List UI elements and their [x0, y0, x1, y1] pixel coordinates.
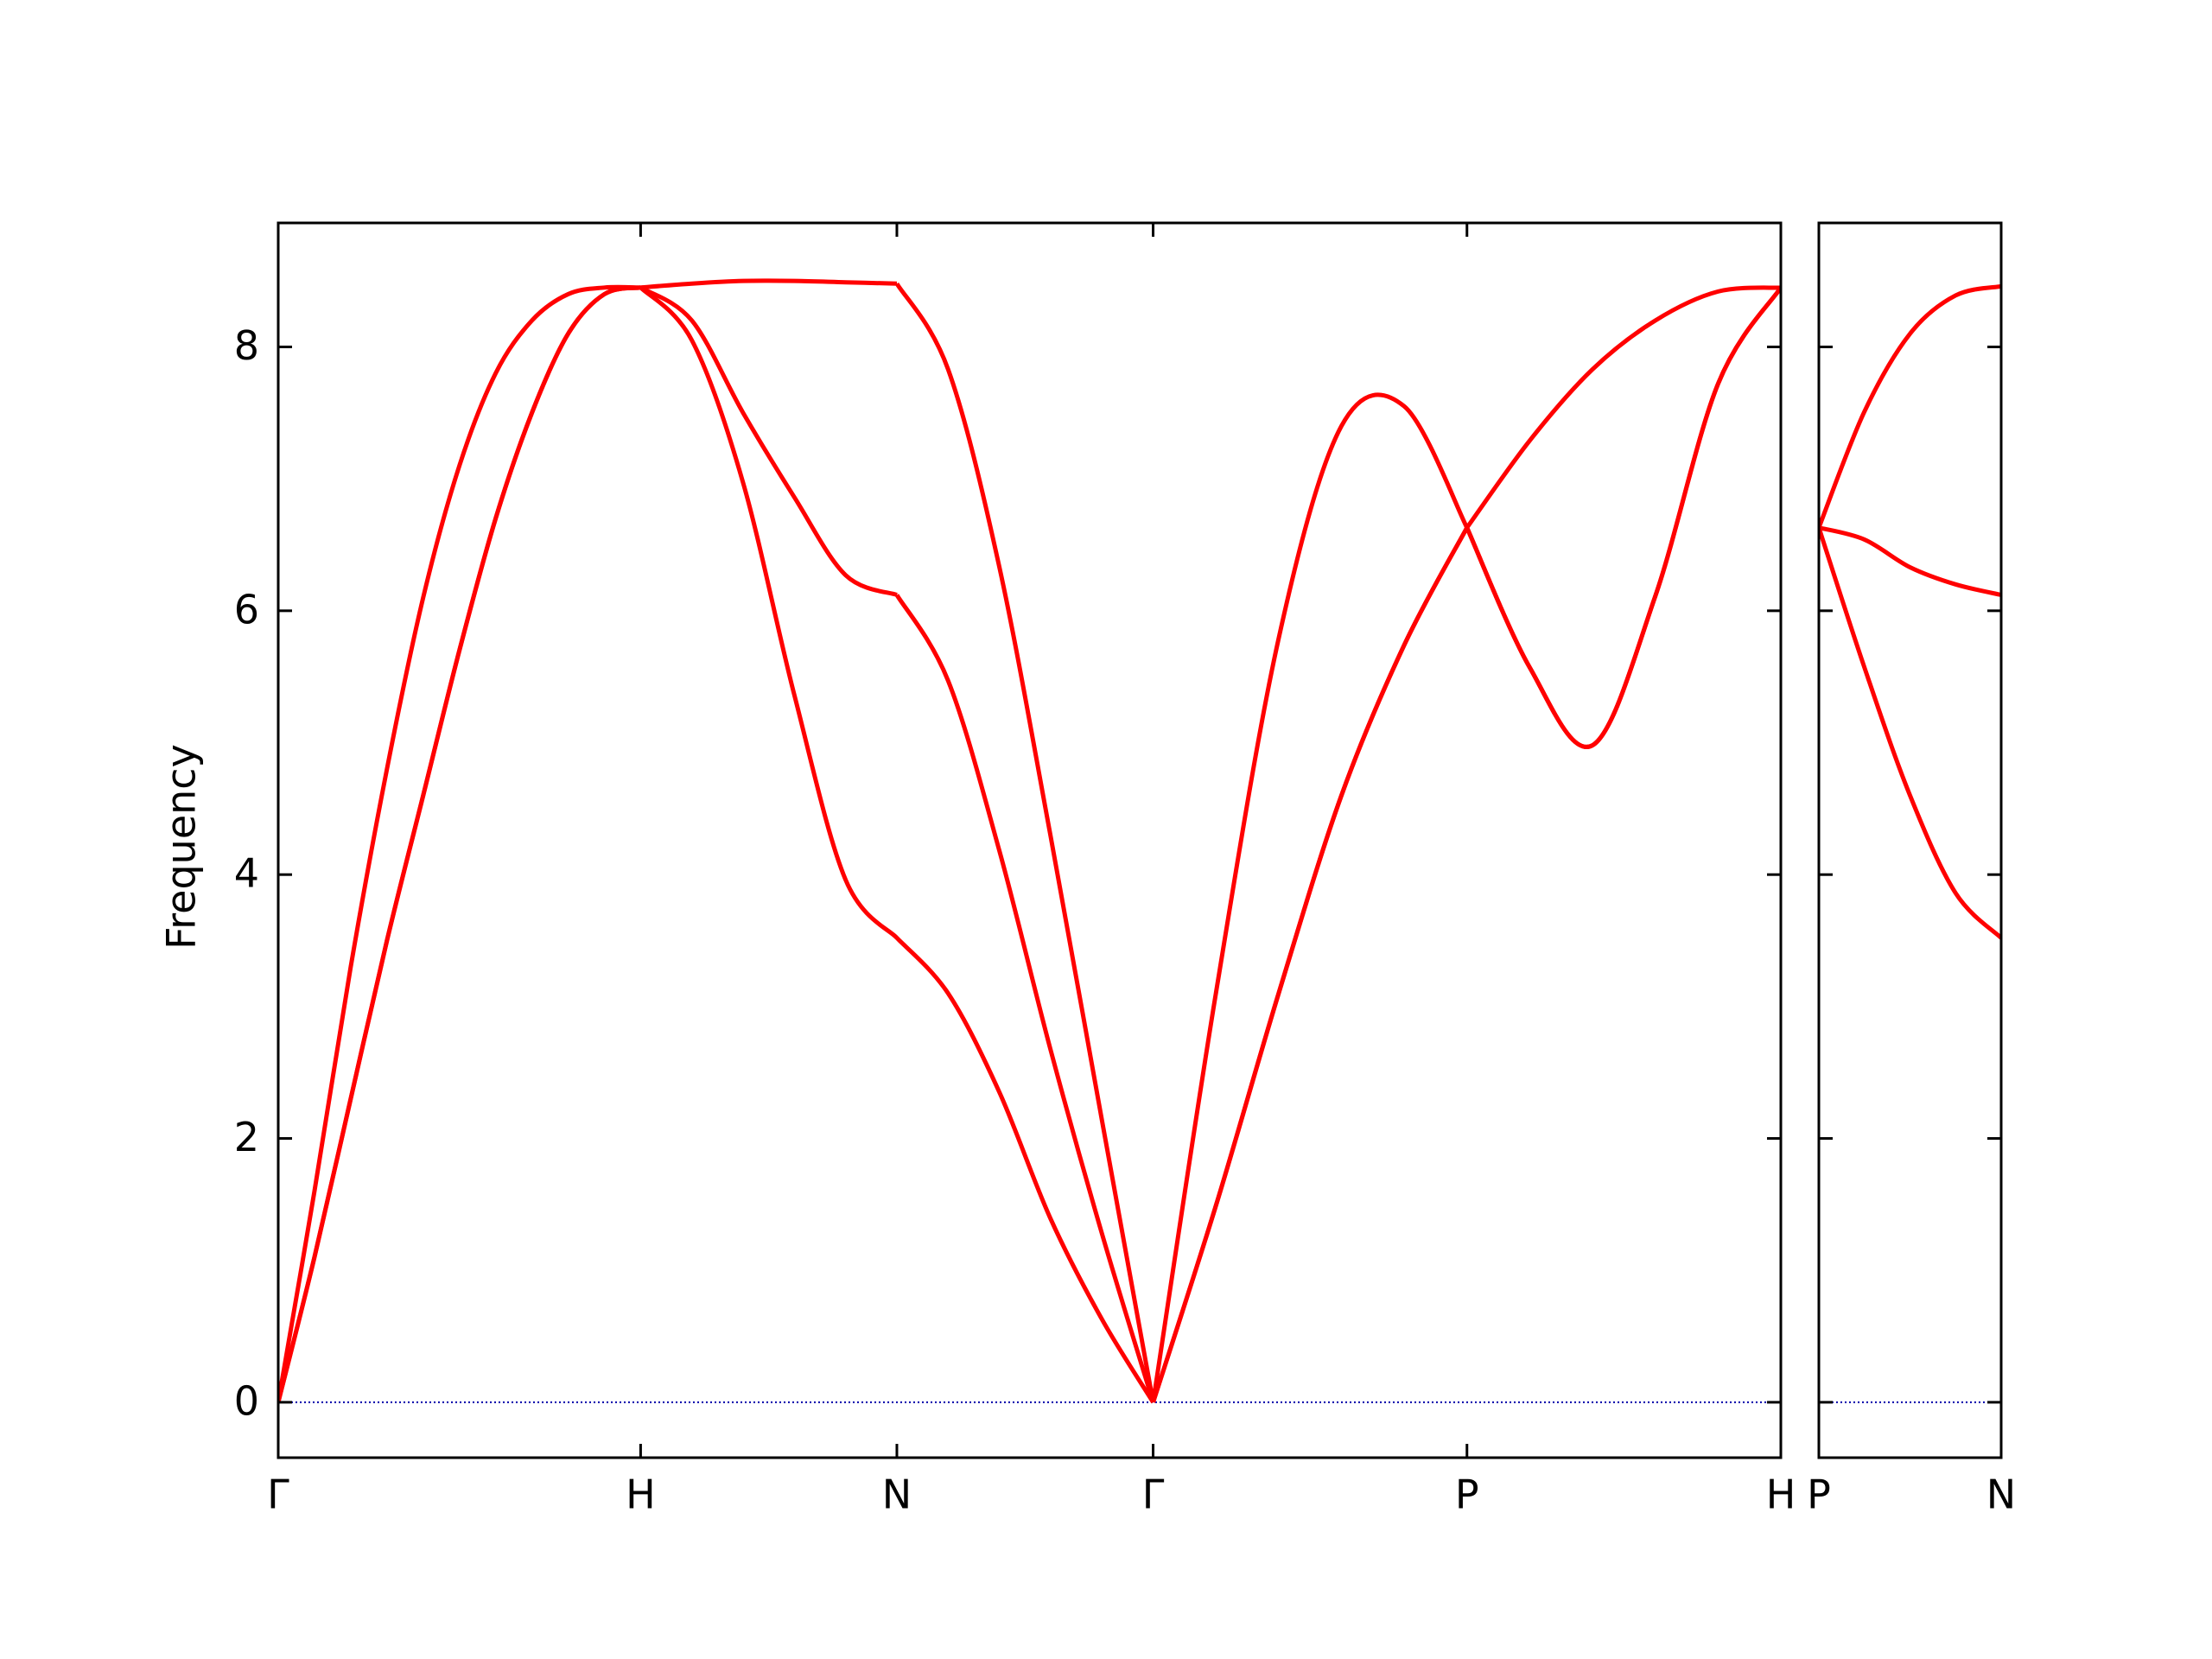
y-tick-label: 8 — [234, 322, 259, 369]
y-tick-label: 0 — [234, 1377, 259, 1424]
x-tick-label: N — [882, 1471, 912, 1518]
band-line — [1819, 283, 2001, 529]
x-tick-label: H — [626, 1471, 656, 1518]
y-tick-label: 4 — [234, 850, 259, 897]
x-tick-label: N — [1986, 1471, 2016, 1518]
x-tick-label: Γ — [1142, 1471, 1165, 1518]
band-line — [1819, 525, 2001, 597]
x-tick-label: H — [1766, 1471, 1796, 1518]
x-tick-label: P — [1807, 1471, 1831, 1518]
y-tick-label: 2 — [234, 1114, 259, 1160]
plot-frame — [1817, 221, 2003, 1459]
y-axis-label: Frequency — [158, 744, 205, 950]
band-line — [278, 285, 1781, 1403]
x-tick-label: Γ — [267, 1471, 289, 1518]
y-tick-label: 6 — [234, 586, 259, 632]
x-tick-label: P — [1455, 1471, 1479, 1518]
band-line — [1819, 526, 2001, 940]
band-line — [278, 278, 1781, 1403]
plot-frame — [276, 221, 1783, 1459]
